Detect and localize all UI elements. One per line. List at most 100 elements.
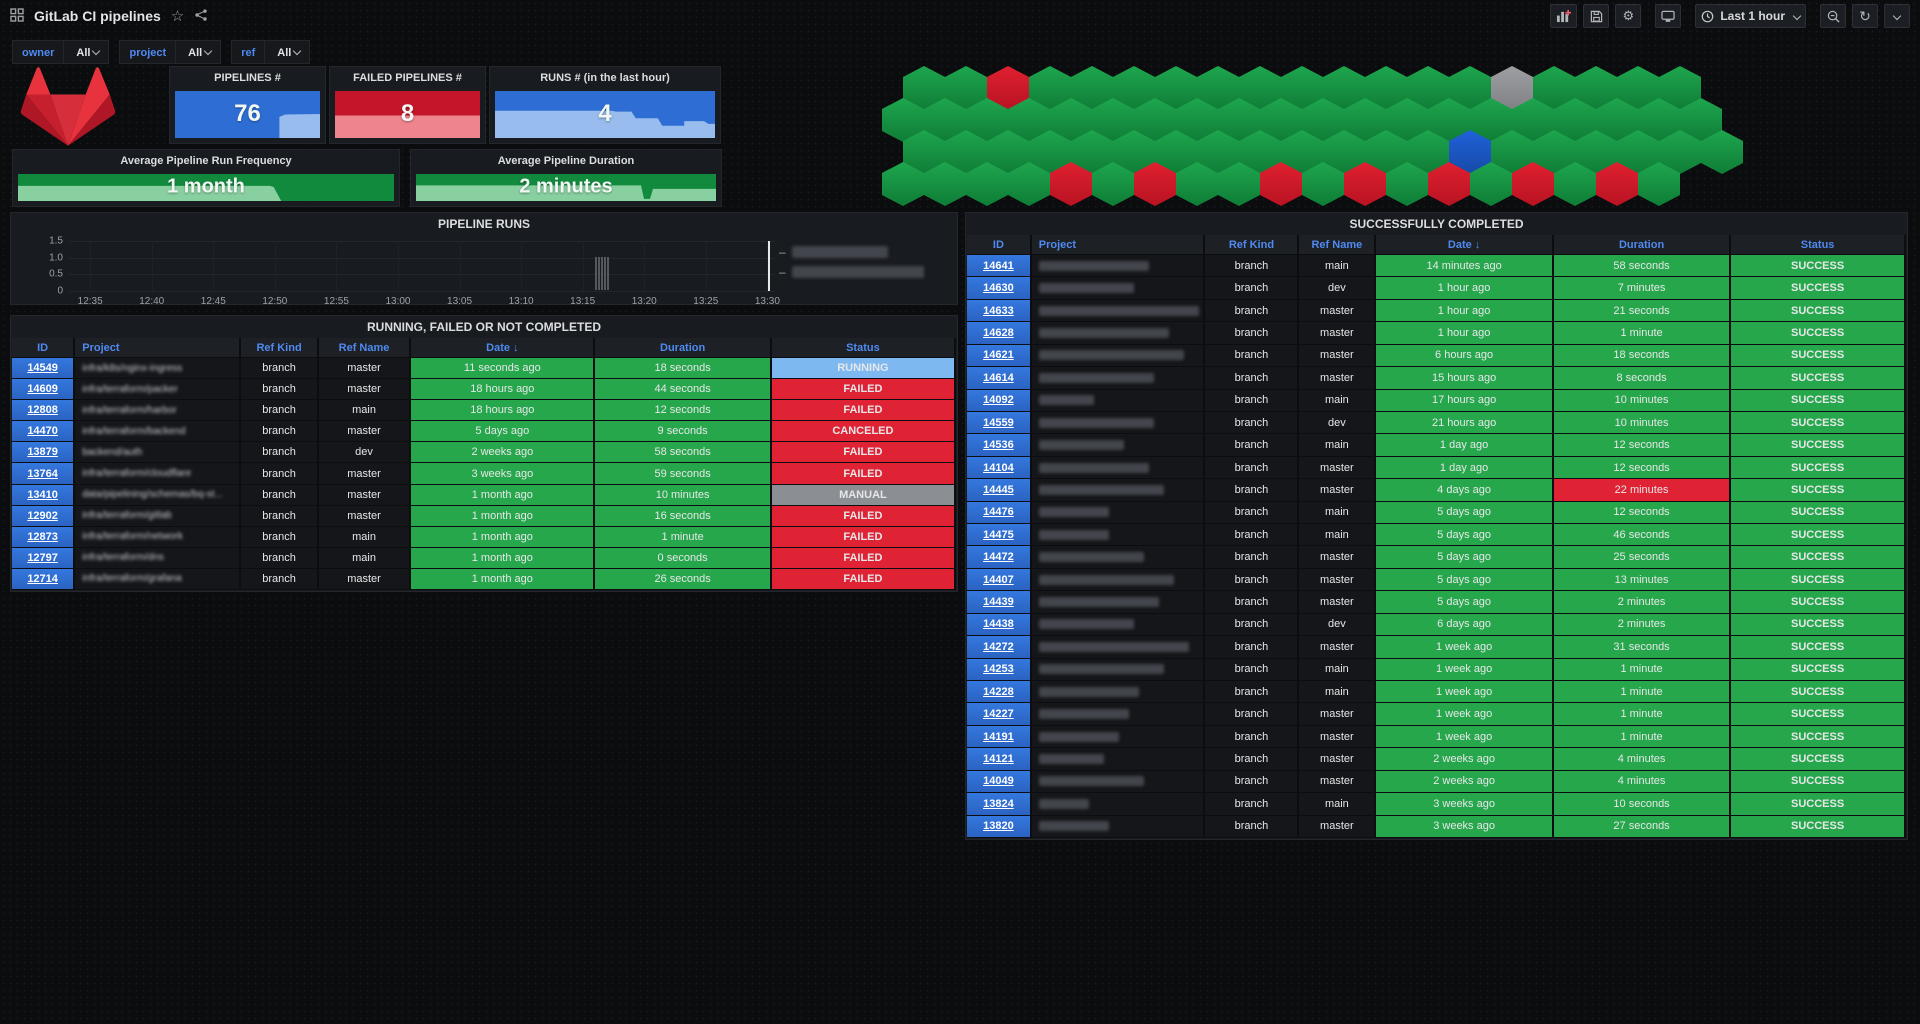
pipeline-id-link[interactable]: 14253 — [983, 663, 1014, 676]
ref-kind-cell: branch — [1205, 681, 1300, 704]
column-header-project[interactable]: Project — [75, 338, 242, 358]
column-header-ref-kind[interactable]: Ref Kind — [1205, 235, 1300, 255]
id-cell: 14049 — [967, 770, 1032, 794]
stat-sparkline — [18, 185, 282, 201]
project-cell — [1031, 748, 1206, 771]
table-row: 14439 branch master 5 days ago 2 minutes SUCC… — [967, 591, 1906, 614]
save-icon[interactable] — [1583, 4, 1610, 28]
pipeline-id-link[interactable]: 14628 — [983, 326, 1014, 339]
pipeline-id-link[interactable]: 14438 — [983, 618, 1014, 631]
chart-bar — [600, 256, 603, 290]
pipeline-id-link[interactable]: 13879 — [27, 446, 58, 459]
pipeline-id-link[interactable]: 12902 — [27, 509, 58, 522]
column-header-date[interactable]: Date ↓ — [1376, 235, 1554, 255]
refresh-icon[interactable]: ↻ — [1852, 4, 1878, 28]
pipeline-id-link[interactable]: 13764 — [27, 467, 58, 480]
pipeline-id-link[interactable]: 14475 — [983, 528, 1014, 541]
pipeline-id-link[interactable]: 14476 — [983, 506, 1014, 519]
pipeline-id-link[interactable]: 14272 — [983, 640, 1014, 653]
duration-cell: 22 minutes — [1553, 479, 1732, 502]
pipeline-id-link[interactable]: 14621 — [983, 349, 1014, 362]
pipeline-id-link[interactable]: 14092 — [983, 394, 1014, 407]
chart-bar — [594, 256, 597, 290]
filter-value-dropdown-owner[interactable]: All — [63, 40, 110, 64]
pipeline-id-link[interactable]: 14470 — [27, 425, 58, 438]
pipeline-id-link[interactable]: 14227 — [983, 708, 1014, 721]
status-cell: SUCCESS — [1731, 322, 1906, 345]
gear-icon[interactable]: ⚙ — [1615, 4, 1642, 28]
status-cell: FAILED — [771, 547, 956, 569]
status-cell: SUCCESS — [1731, 613, 1906, 637]
pipeline-id-link[interactable]: 14445 — [983, 483, 1014, 496]
pipeline-id-link[interactable]: 14407 — [983, 573, 1014, 586]
project-cell: infra/terraform/grafana — [75, 568, 242, 591]
x-axis-tick: 13:00 — [385, 296, 411, 307]
pipeline-id-link[interactable]: 14614 — [983, 371, 1014, 384]
tv-icon[interactable] — [1655, 4, 1682, 28]
pipeline-id-link[interactable]: 12873 — [27, 530, 58, 543]
status-cell: SUCCESS — [1731, 277, 1906, 300]
ref-name-cell: main — [318, 400, 412, 422]
pipeline-id-link[interactable]: 14641 — [983, 259, 1014, 272]
pipeline-id-link[interactable]: 14559 — [983, 416, 1014, 429]
column-header-date[interactable]: Date ↓ — [411, 338, 596, 358]
project-name-redacted — [1038, 350, 1184, 361]
legend-item[interactable]: – — [779, 245, 939, 259]
filter-value-dropdown-project[interactable]: All — [175, 40, 222, 64]
project-name-redacted — [1038, 776, 1144, 787]
panel-title: RUNNING, FAILED OR NOT COMPLETED — [367, 320, 601, 334]
zoom-out-icon[interactable] — [1820, 4, 1846, 28]
pipeline-id-link[interactable]: 14536 — [983, 439, 1014, 452]
id-cell: 14549 — [12, 358, 76, 380]
column-header-id[interactable]: ID — [12, 338, 76, 358]
id-cell: 14472 — [967, 546, 1032, 569]
pipeline-id-link[interactable]: 14191 — [983, 730, 1014, 743]
pipeline-id-link[interactable]: 14439 — [983, 596, 1014, 609]
pipeline-id-link[interactable]: 12797 — [27, 551, 58, 564]
pipeline-id-link[interactable]: 14228 — [983, 685, 1014, 698]
duration-cell: 4 minutes — [1553, 770, 1732, 794]
pipeline-id-link[interactable]: 13820 — [983, 820, 1014, 833]
pipeline-id-link[interactable]: 14049 — [983, 775, 1014, 788]
column-header-duration[interactable]: Duration — [595, 338, 772, 358]
column-header-duration[interactable]: Duration — [1553, 235, 1732, 255]
pipeline-id-link[interactable]: 14549 — [27, 362, 58, 375]
star-icon[interactable]: ☆ — [170, 7, 185, 25]
pipeline-id-link[interactable]: 14609 — [27, 383, 58, 396]
pipeline-id-link[interactable]: 13824 — [983, 797, 1014, 810]
legend-item[interactable]: – — [779, 265, 939, 279]
pipeline-id-link[interactable]: 14472 — [983, 551, 1014, 564]
stat-value-area: 1 month — [18, 174, 394, 201]
column-header-status[interactable]: Status — [1731, 235, 1906, 255]
date-cell: 5 days ago — [1376, 501, 1554, 525]
add-panel-icon[interactable] — [1550, 4, 1578, 28]
date-cell: 5 days ago — [411, 421, 596, 443]
project-name-redacted — [1038, 529, 1109, 540]
column-header-id[interactable]: ID — [967, 235, 1032, 255]
pipeline-id-link[interactable]: 14630 — [983, 282, 1014, 295]
apps-grid-icon[interactable] — [10, 8, 24, 24]
column-header-status[interactable]: Status — [771, 338, 956, 358]
filter-value-dropdown-ref[interactable]: All — [264, 40, 311, 64]
time-range-picker[interactable]: Last 1 hour — [1695, 4, 1806, 28]
pipeline-id-link[interactable]: 12714 — [27, 572, 58, 585]
share-icon[interactable] — [194, 8, 208, 24]
column-header-project[interactable]: Project — [1031, 235, 1206, 255]
pipeline-id-link[interactable]: 14633 — [983, 304, 1014, 317]
refresh-interval-dropdown[interactable] — [1884, 4, 1910, 28]
pipeline-id-link[interactable]: 12808 — [27, 404, 58, 417]
project-cell: infra/terraform/gitlab — [75, 505, 242, 527]
chart-legend: – – — [779, 245, 939, 279]
project-name-redacted — [1038, 552, 1144, 563]
pipeline-id-link[interactable]: 14121 — [983, 752, 1014, 765]
column-header-ref-kind[interactable]: Ref Kind — [241, 338, 319, 358]
id-cell: 13410 — [12, 484, 76, 506]
pipeline-id-link[interactable]: 14104 — [983, 461, 1014, 474]
date-cell: 1 month ago — [411, 526, 596, 548]
column-header-ref-name[interactable]: Ref Name — [1299, 235, 1377, 255]
x-axis-tick: 13:15 — [570, 296, 596, 307]
column-header-ref-name[interactable]: Ref Name — [318, 338, 412, 358]
id-cell: 14191 — [967, 725, 1032, 749]
ref-kind-cell: branch — [1205, 658, 1300, 682]
pipeline-id-link[interactable]: 13410 — [27, 488, 58, 501]
